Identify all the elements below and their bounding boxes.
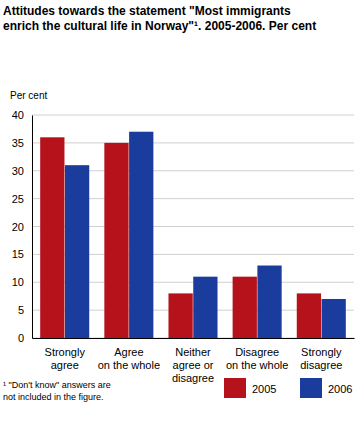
bars bbox=[40, 132, 346, 338]
tick-label: Neitheragree ordisagree bbox=[172, 346, 214, 384]
tick: 30 bbox=[12, 165, 32, 177]
chart: Attitudes towards the statement "Most im… bbox=[0, 0, 362, 423]
bar bbox=[233, 277, 257, 338]
tick: 25 bbox=[12, 193, 32, 205]
tick-label: 25 bbox=[12, 193, 24, 205]
tick: 0 bbox=[18, 332, 32, 344]
tick-label: Stronglydisagree bbox=[300, 346, 342, 371]
tick: Neitheragree ordisagree bbox=[172, 338, 214, 384]
axis-line bbox=[33, 338, 355, 339]
legend: 2005 2006 bbox=[224, 378, 352, 398]
bar bbox=[257, 266, 281, 338]
tick-label: 40 bbox=[12, 109, 24, 121]
legend-item: 2006 bbox=[300, 378, 352, 398]
tick: 5 bbox=[18, 304, 32, 316]
tick-label: Stronglyagree bbox=[45, 346, 86, 371]
title: Attitudes towards the statement "Most im… bbox=[3, 4, 316, 33]
legend-swatch bbox=[300, 378, 322, 398]
grid-line bbox=[32, 142, 354, 143]
tick: 20 bbox=[12, 221, 32, 233]
tick: 15 bbox=[12, 248, 32, 260]
bar bbox=[193, 277, 217, 338]
tick-label: 30 bbox=[12, 165, 24, 177]
grid-line bbox=[32, 115, 354, 116]
legend-label: 2005 bbox=[252, 383, 276, 395]
tick-label: 20 bbox=[12, 221, 24, 233]
bar bbox=[297, 293, 321, 338]
tick-label: Disagreeon the whole bbox=[226, 346, 288, 371]
legend-item: 2005 bbox=[224, 378, 276, 398]
legend-label: 2006 bbox=[328, 383, 352, 395]
tick: 35 bbox=[12, 137, 32, 149]
y-axis-title: Per cent bbox=[10, 90, 47, 101]
tick: 10 bbox=[12, 276, 32, 288]
tick-label: 15 bbox=[12, 248, 24, 260]
tick-label: 35 bbox=[12, 137, 24, 149]
plot: 0 5 10 15 20 25 30 35 40 Stronglyagree Agreeon the… bbox=[12, 109, 355, 384]
x-axis: Stronglyagree Agreeon the whole Neitheragr… bbox=[33, 338, 355, 384]
bar bbox=[65, 165, 89, 338]
tick-label: 5 bbox=[18, 304, 24, 316]
tick: Disagreeon the whole bbox=[226, 338, 288, 371]
y-axis: 0 5 10 15 20 25 30 35 40 bbox=[12, 109, 33, 344]
tick-label: 0 bbox=[18, 332, 24, 344]
tick-label: 10 bbox=[12, 276, 24, 288]
footnote: ¹ "Don't know" answers arenot included i… bbox=[3, 380, 111, 402]
tick: Stronglydisagree bbox=[300, 338, 342, 371]
bar bbox=[168, 293, 192, 338]
bar bbox=[129, 132, 153, 338]
grid bbox=[32, 115, 354, 338]
axis-line bbox=[32, 116, 33, 339]
tick: Stronglyagree bbox=[45, 338, 86, 371]
tick-label: Agreeon the whole bbox=[98, 346, 160, 371]
tick: 40 bbox=[12, 109, 32, 121]
bar bbox=[104, 143, 128, 338]
tick: Agreeon the whole bbox=[98, 338, 160, 371]
bar bbox=[322, 299, 346, 338]
legend-swatch bbox=[224, 378, 246, 398]
bar bbox=[40, 137, 64, 338]
